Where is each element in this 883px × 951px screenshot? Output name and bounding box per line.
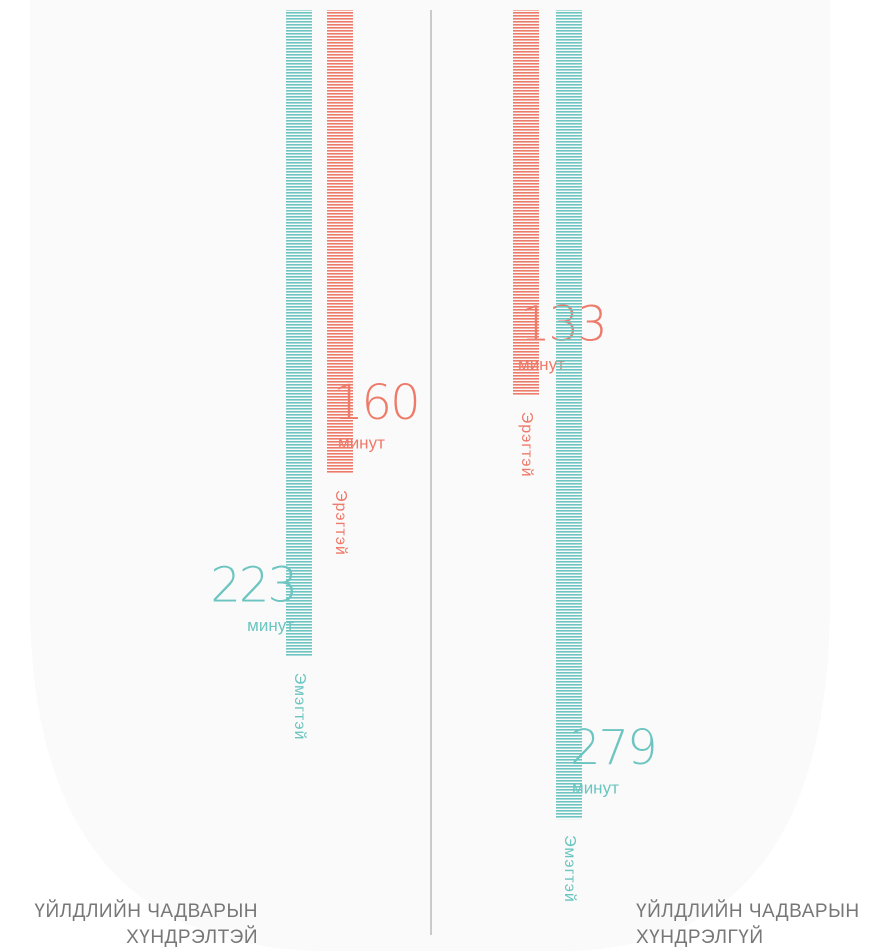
unit-label: минут bbox=[247, 616, 294, 635]
bar bbox=[327, 10, 353, 474]
value-label: 160 bbox=[333, 375, 419, 431]
group-label: ХҮНДРЭЛТЭЙ bbox=[126, 926, 258, 948]
unit-label: минут bbox=[518, 355, 565, 374]
bar bbox=[556, 10, 582, 820]
series-label: Эмэгтэй bbox=[561, 835, 578, 903]
group-label: ХҮНДРЭЛГҮЙ bbox=[636, 926, 764, 948]
bar bbox=[286, 10, 312, 657]
group-label: ҮЙЛДЛИЙН ЧАДВАРЫН bbox=[636, 900, 860, 922]
value-label: 279 bbox=[570, 720, 656, 776]
value-label: 223 bbox=[210, 558, 296, 614]
group-label: ҮЙЛДЛИЙН ЧАДВАРЫН bbox=[34, 900, 258, 922]
unit-label: минут bbox=[338, 433, 385, 452]
bar bbox=[513, 10, 539, 396]
series-label: Эрэгтэй bbox=[518, 412, 535, 478]
series-label: Эмэгтэй bbox=[291, 673, 308, 741]
series-label: Эрэгтэй bbox=[332, 490, 349, 556]
unit-label: минут bbox=[572, 779, 619, 798]
backdrop bbox=[30, 0, 830, 951]
